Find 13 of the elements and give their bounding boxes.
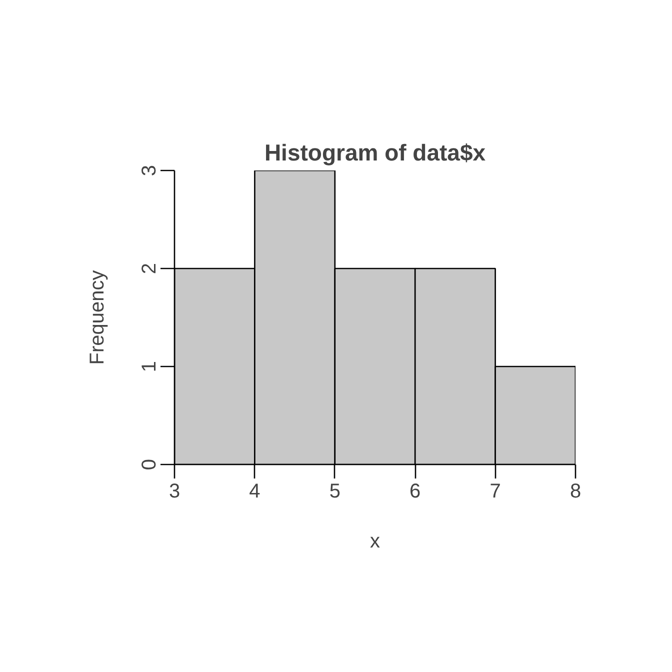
- x-tick-label: 5: [329, 480, 340, 502]
- y-tick-label: 2: [138, 262, 160, 274]
- x-tick-label: 7: [490, 480, 501, 502]
- x-tick-label: 4: [249, 480, 260, 502]
- y-tick-label: 1: [138, 360, 160, 372]
- x-tick-label: 3: [168, 480, 180, 502]
- x-tick-label: 8: [570, 480, 582, 502]
- chart-title: Histogram of data$x: [264, 140, 486, 166]
- y-tick-label: 0: [138, 458, 160, 470]
- x-axis-title: x: [370, 530, 380, 552]
- y-tick-label: 3: [138, 164, 160, 176]
- y-axis-title: Frequency: [86, 270, 108, 365]
- x-tick-label: 6: [410, 480, 421, 502]
